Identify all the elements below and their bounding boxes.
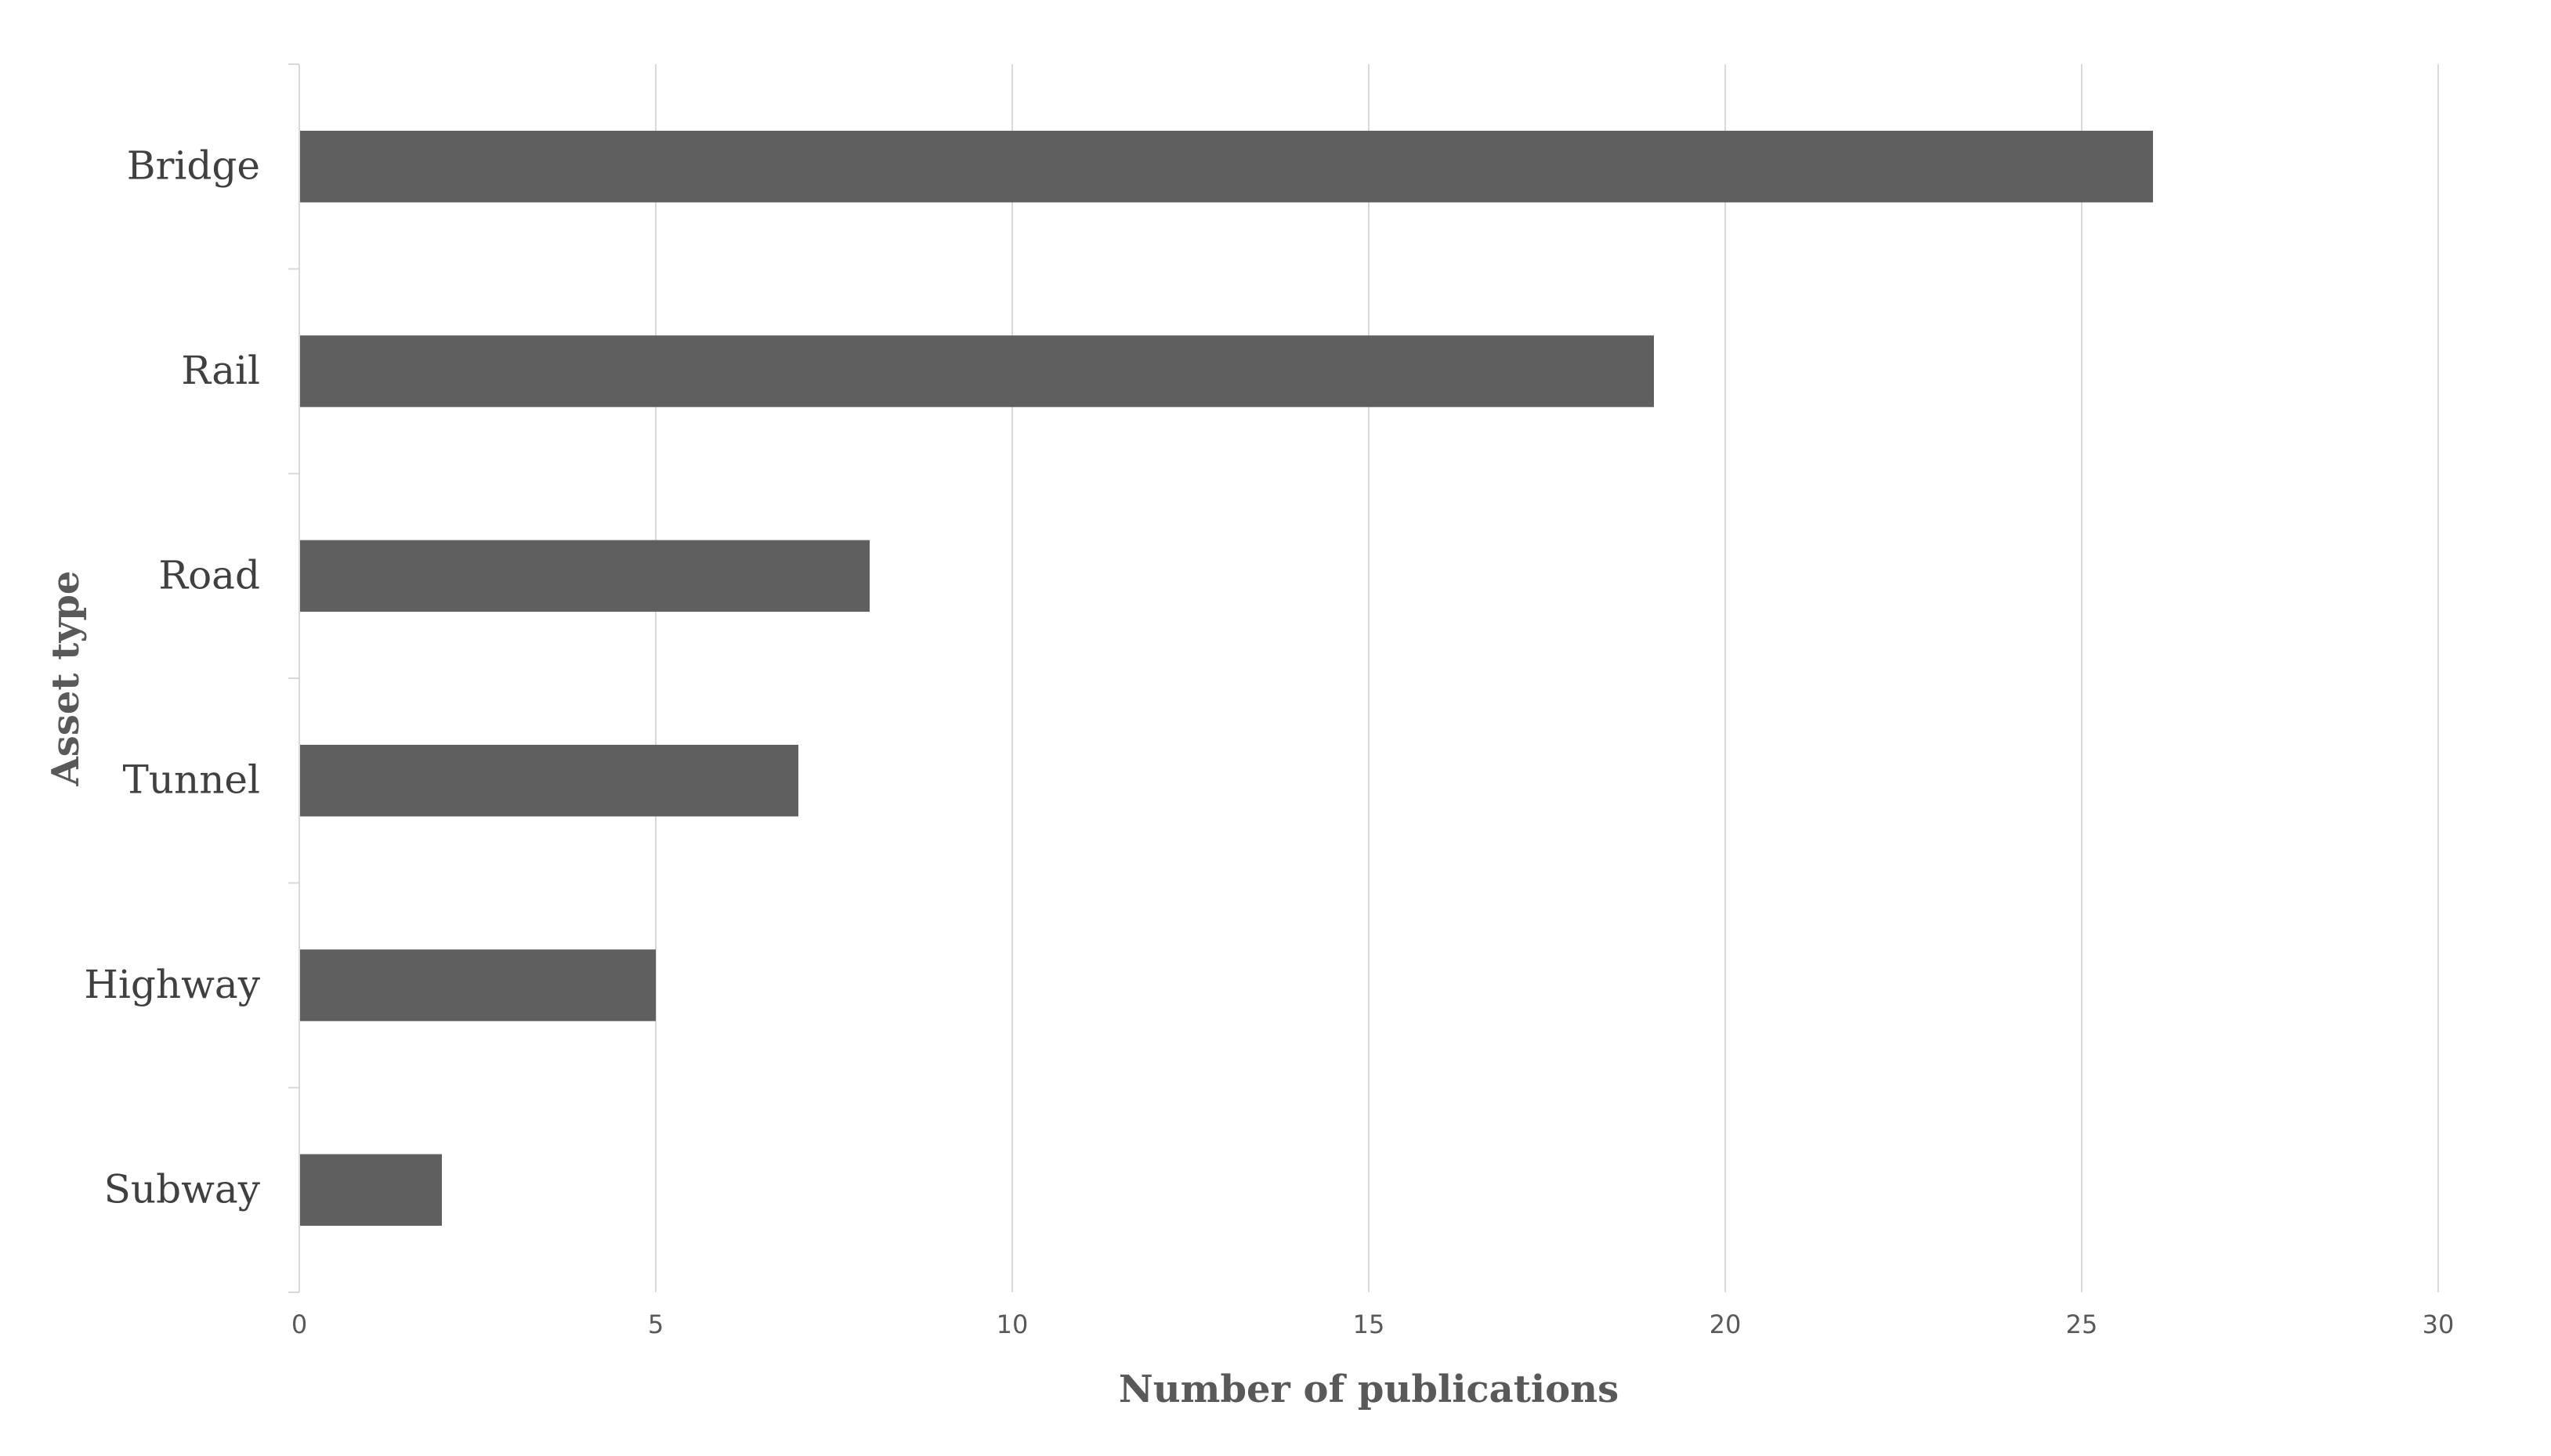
x-tick-labels: 0 5 10 15 20 25 30 [291,1310,2455,1339]
x-tick-label: 10 [997,1310,1029,1339]
bar-bridge [300,130,2153,203]
bar-highway [300,949,656,1021]
bar-tunnel [300,744,798,817]
x-tick-label: 5 [648,1310,664,1339]
bars [300,130,2153,1227]
x-tick-label: 15 [1353,1310,1385,1339]
y-axis-title: Asset type [44,571,88,787]
x-tick-label: 20 [1710,1310,1742,1339]
category-label-bridge: Bridge [127,143,260,189]
bar-road [300,540,870,612]
category-labels: Bridge Rail Road Tunnel Highway Subway [84,143,260,1212]
x-tick-label: 30 [2423,1310,2455,1339]
category-label-highway: Highway [84,962,260,1007]
bar-rail [300,335,1654,407]
category-label-tunnel: Tunnel [122,757,260,803]
category-label-subway: Subway [104,1166,261,1212]
bar-subway [300,1154,442,1227]
category-label-rail: Rail [181,348,260,393]
gridlines [655,64,2439,1292]
x-axis-title: Number of publications [1119,1367,1619,1411]
y-axis [288,63,300,1293]
x-tick-label: 25 [2066,1310,2098,1339]
category-label-road: Road [158,552,260,598]
x-tick-label: 0 [291,1310,307,1339]
